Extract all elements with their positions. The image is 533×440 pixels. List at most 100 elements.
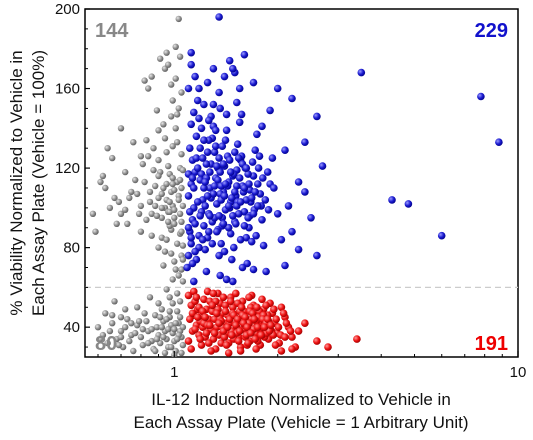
blue-point xyxy=(202,267,211,276)
red-point xyxy=(224,349,233,357)
blue-point xyxy=(244,170,252,178)
scatter-points xyxy=(89,13,503,357)
blue-point xyxy=(261,196,270,204)
blue-point xyxy=(233,182,241,190)
blue-point xyxy=(388,196,396,204)
blue-point xyxy=(200,184,208,192)
blue-point xyxy=(242,233,251,242)
blue-point xyxy=(193,198,202,206)
blue-point xyxy=(220,192,229,200)
blue-point xyxy=(215,212,223,220)
gray-point xyxy=(178,349,185,357)
gray-point xyxy=(141,310,148,317)
blue-point xyxy=(266,106,274,115)
red-point xyxy=(253,303,261,312)
gray-point xyxy=(171,206,178,213)
gray-point xyxy=(179,341,187,349)
red-point xyxy=(313,337,321,345)
blue-point xyxy=(234,154,243,162)
blue-point xyxy=(203,192,212,200)
gray-point xyxy=(172,266,179,273)
red-point xyxy=(187,345,195,353)
blue-point xyxy=(244,214,252,222)
red-point xyxy=(221,301,230,310)
blue-point xyxy=(258,216,266,224)
gray-point xyxy=(175,15,182,23)
gray-point xyxy=(132,329,139,337)
red-point xyxy=(197,341,206,349)
x-tick-label: 1 xyxy=(170,364,178,381)
blue-point xyxy=(197,124,206,133)
blue-point xyxy=(281,261,289,270)
gray-point xyxy=(178,218,185,225)
gray-point xyxy=(169,276,176,283)
gray-point xyxy=(178,151,185,158)
red-point xyxy=(301,319,309,328)
gray-point xyxy=(126,337,133,345)
gray-point xyxy=(171,220,178,227)
red-point xyxy=(288,345,296,353)
red-point xyxy=(186,315,194,324)
blue-point xyxy=(235,174,244,182)
blue-point xyxy=(264,206,273,214)
gray-point xyxy=(106,204,114,212)
red-point xyxy=(196,335,204,343)
gray-point xyxy=(176,176,184,184)
blue-point xyxy=(255,152,264,160)
gray-point xyxy=(179,278,187,285)
gray-point xyxy=(124,220,131,227)
red-point xyxy=(202,329,211,337)
blue-point xyxy=(245,180,253,188)
red-point xyxy=(252,345,260,353)
blue-point xyxy=(215,88,223,97)
blue-point xyxy=(251,146,259,154)
gray-point xyxy=(134,190,141,198)
gray-point xyxy=(176,210,184,217)
blue-point xyxy=(301,188,309,196)
blue-point xyxy=(318,162,327,170)
red-point xyxy=(263,315,272,324)
blue-point xyxy=(225,156,234,164)
gray-point xyxy=(141,77,148,84)
x-axis: 1 10 xyxy=(97,351,526,381)
gray-point xyxy=(109,320,116,327)
blue-point xyxy=(248,158,257,166)
gray-point xyxy=(163,149,170,156)
red-point xyxy=(219,293,228,302)
red-point xyxy=(232,321,240,330)
gray-point xyxy=(148,73,155,80)
blue-point xyxy=(190,108,198,117)
gray-point xyxy=(109,154,116,162)
blue-point xyxy=(193,164,202,172)
blue-point xyxy=(240,208,249,216)
y-axis-label-line-1: % Viability Normalized to Vehicle in xyxy=(7,50,26,315)
gray-point xyxy=(169,300,176,307)
blue-point xyxy=(233,98,241,107)
gray-point xyxy=(150,166,157,174)
gray-point xyxy=(146,294,154,301)
gray-point xyxy=(166,308,173,315)
red-point xyxy=(190,287,198,296)
red-point xyxy=(282,319,291,328)
gray-point xyxy=(166,294,173,301)
blue-point xyxy=(228,194,236,202)
red-point xyxy=(208,301,217,310)
blue-point xyxy=(237,110,246,119)
gray-point xyxy=(158,214,165,221)
gray-point xyxy=(132,176,139,184)
blue-point xyxy=(247,194,256,202)
gray-point xyxy=(137,202,145,210)
blue-point xyxy=(187,120,195,129)
blue-point xyxy=(219,160,228,168)
gray-point xyxy=(163,236,170,243)
gray-point xyxy=(152,202,159,210)
gray-point xyxy=(169,97,176,104)
blue-point xyxy=(208,239,217,248)
red-point xyxy=(281,333,289,341)
blue-point xyxy=(187,239,195,248)
gray-point xyxy=(152,312,159,319)
blue-point xyxy=(270,184,278,192)
count-top-left: 144 xyxy=(95,20,129,42)
blue-point xyxy=(211,126,220,135)
red-point xyxy=(258,295,266,304)
